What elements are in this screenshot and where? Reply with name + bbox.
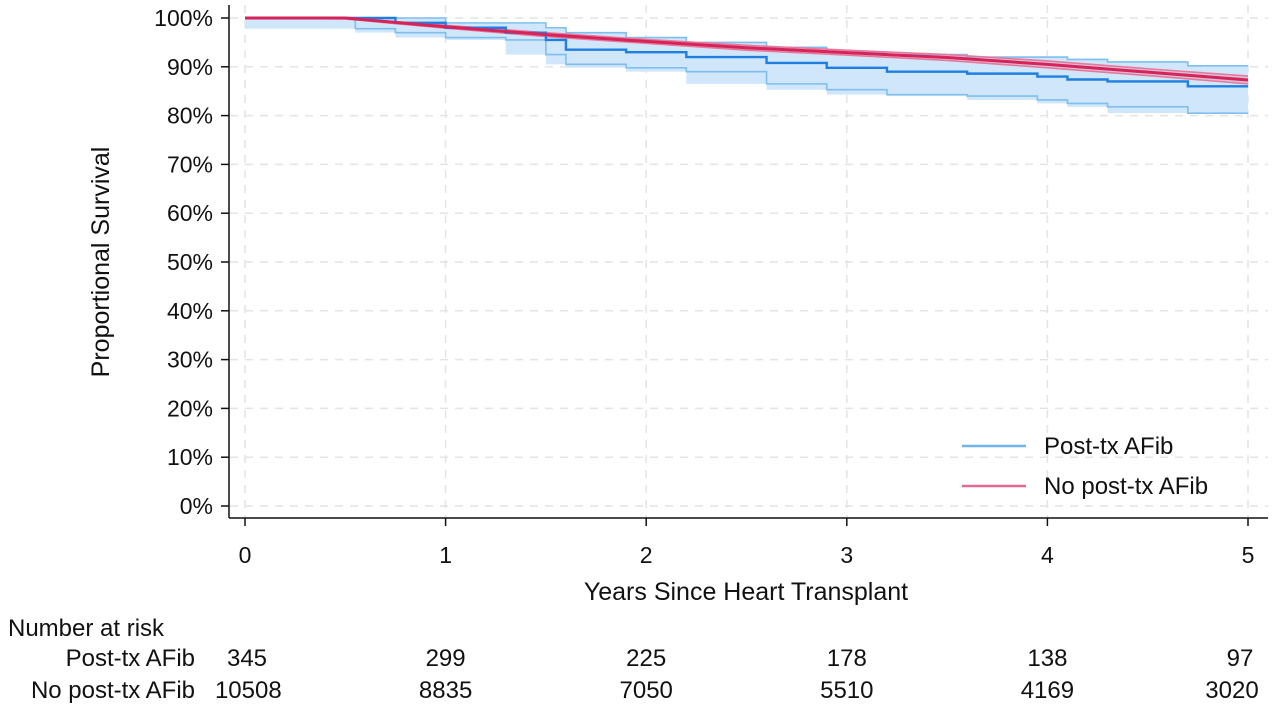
x-tick-label: 2 xyxy=(640,542,653,568)
legend-label-no-post-tx-afib: No post-tx AFib xyxy=(1044,473,1208,500)
y-tick-label: 70% xyxy=(167,151,213,177)
y-tick-label: 80% xyxy=(167,103,213,129)
risk-value: 3020 xyxy=(1205,677,1259,704)
risk-value: 225 xyxy=(626,645,667,672)
survival-line-no-post-tx-afib xyxy=(245,16,1249,82)
risk-value: 4169 xyxy=(1020,677,1075,704)
risk-value: 10508 xyxy=(214,677,282,704)
x-tick-label: 0 xyxy=(239,542,252,568)
axes: 0% 10% 20% 30% 40% 50% 60% 70% 80% 90% 100% 0 1 2 3 4 5 xyxy=(154,5,1268,568)
x-tick-label: 4 xyxy=(1041,542,1054,568)
y-tick-label: 100% xyxy=(154,5,213,31)
survival-curves xyxy=(244,16,1249,114)
grid-lines xyxy=(230,5,1268,518)
ci-band-post-tx-afib xyxy=(245,18,1248,114)
risk-value: 138 xyxy=(1027,645,1068,672)
x-tick-label: 3 xyxy=(840,542,853,568)
risk-row-label: No post-tx AFib xyxy=(30,677,195,704)
risk-value: 5510 xyxy=(820,677,874,704)
y-tick-label: 10% xyxy=(167,444,213,470)
y-tick-label: 0% xyxy=(180,493,213,519)
risk-row-label: Post-tx AFib xyxy=(65,645,195,672)
ci-upper-post-tx-afib xyxy=(245,17,1248,67)
risk-value: 97 xyxy=(1226,645,1254,672)
risk-value: 299 xyxy=(425,645,466,672)
y-tick-label: 20% xyxy=(167,395,213,421)
y-tick-label: 90% xyxy=(167,54,213,80)
risk-value: 178 xyxy=(826,645,867,672)
y-tick-label: 50% xyxy=(167,249,213,275)
x-axis-title: Years Since Heart Transplant xyxy=(584,578,908,606)
y-axis-title: Proportional Survival xyxy=(87,147,115,378)
legend: Post-tx AFib No post-tx AFib xyxy=(962,433,1208,500)
survival-chart: 0%10%20%30%40%50%60%70%80%90%100%0 1 2 3 4 5 … xyxy=(87,5,1268,606)
x-tick-label: 1 xyxy=(439,542,452,568)
y-tick-label: 40% xyxy=(167,298,213,324)
legend-label-post-tx-afib: Post-tx AFib xyxy=(1044,433,1173,460)
x-tick-label: 5 xyxy=(1242,542,1255,568)
risk-value: 8835 xyxy=(418,677,473,704)
ci-lower-post-tx-afib xyxy=(245,17,1248,114)
confidence-bands xyxy=(245,18,1248,114)
y-tick-label: 60% xyxy=(167,200,213,226)
risk-value: 7050 xyxy=(619,677,673,704)
risk-value: 345 xyxy=(226,645,268,672)
risk-table-title: Number at risk xyxy=(8,615,165,642)
y-tick-label: 30% xyxy=(167,347,213,373)
